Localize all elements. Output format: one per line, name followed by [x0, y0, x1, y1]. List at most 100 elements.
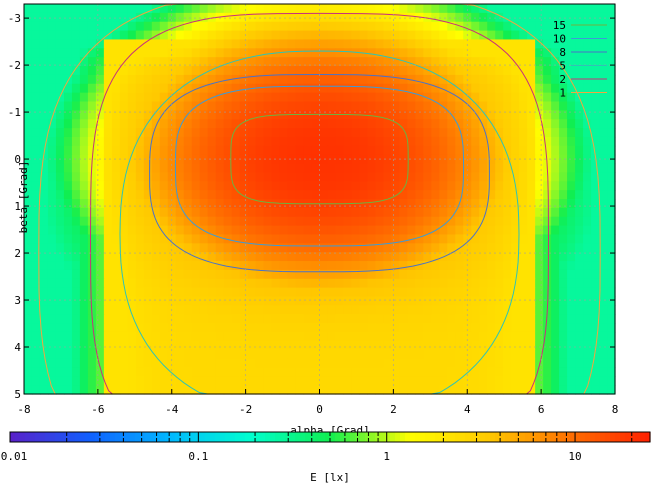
heatmap-cell — [31, 207, 41, 218]
heatmap-cell — [559, 30, 568, 41]
heatmap-cell — [303, 48, 313, 58]
heatmap-cell — [239, 181, 249, 191]
heatmap-cell — [447, 278, 456, 289]
heatmap-cell — [431, 207, 440, 218]
heatmap-cell — [463, 154, 472, 165]
heatmap-cell — [479, 199, 488, 209]
heatmap-cell — [95, 376, 105, 386]
heatmap-cell — [599, 287, 608, 298]
heatmap-cell — [535, 367, 544, 377]
heatmap-cell — [407, 92, 416, 103]
heatmap-cell — [439, 269, 448, 280]
heatmap-cell — [495, 305, 504, 315]
heatmap-cell — [375, 119, 384, 129]
heatmap-cell — [383, 190, 392, 200]
heatmap-cell — [271, 349, 281, 360]
heatmap-cell — [567, 296, 576, 306]
heatmap-cell — [551, 199, 560, 209]
heatmap-cell — [103, 278, 113, 289]
heatmap-cell — [431, 305, 440, 315]
heatmap-cell — [199, 119, 209, 129]
heatmap-cell — [599, 48, 608, 58]
heatmap-cell — [135, 110, 145, 120]
heatmap-cell — [527, 358, 536, 369]
colorbar-segment — [465, 432, 471, 442]
heatmap-cell — [359, 367, 369, 377]
heatmap-cell — [215, 225, 225, 236]
heatmap-cell — [143, 376, 153, 386]
heatmap-cell — [359, 349, 369, 360]
colorbar-segment — [210, 432, 216, 442]
heatmap-cell — [415, 101, 424, 111]
heatmap-cell — [399, 21, 408, 32]
heatmap-cell — [503, 358, 512, 369]
heatmap-cell — [295, 358, 305, 369]
heatmap-cell — [255, 278, 265, 289]
heatmap-cell — [87, 261, 97, 271]
heatmap-cell — [423, 128, 432, 138]
colorbar-segment — [165, 432, 171, 442]
heatmap-cell — [527, 385, 536, 395]
heatmap-cell — [591, 349, 600, 360]
heatmap-cell — [239, 234, 249, 244]
heatmap-cell — [263, 376, 273, 386]
heatmap-cell — [487, 128, 496, 138]
heatmap-cell — [143, 385, 153, 395]
heatmap-cell — [519, 278, 528, 289]
heatmap-cell — [215, 12, 225, 23]
heatmap-cell — [55, 358, 65, 369]
heatmap-cell — [359, 4, 369, 14]
heatmap-cell — [279, 243, 289, 253]
heatmap-cell — [607, 145, 616, 156]
heatmap-cell — [279, 278, 289, 289]
heatmap-cell — [543, 340, 552, 351]
heatmap-cell — [535, 128, 544, 138]
heatmap-cell — [479, 57, 488, 67]
heatmap-cell — [119, 101, 129, 111]
heatmap-cell — [607, 314, 616, 324]
heatmap-cell — [327, 4, 337, 14]
heatmap-cell — [39, 296, 49, 306]
heatmap-cell — [287, 4, 297, 14]
heatmap-cell — [399, 358, 408, 369]
heatmap-cell — [543, 136, 552, 147]
heatmap-cell — [335, 92, 345, 103]
heatmap-cell — [24, 269, 33, 280]
heatmap-cell — [215, 92, 225, 103]
heatmap-cell — [303, 172, 313, 182]
heatmap-cell — [359, 154, 369, 165]
heatmap-cell — [263, 367, 273, 377]
heatmap-cell — [47, 92, 57, 103]
heatmap-cell — [423, 385, 432, 395]
heatmap-cell — [415, 323, 424, 333]
heatmap-cell — [119, 74, 129, 85]
heatmap-cell — [599, 331, 608, 342]
heatmap-cell — [175, 367, 185, 377]
heatmap-cell — [591, 154, 600, 165]
heatmap-cell — [471, 136, 480, 147]
heatmap-cell — [279, 83, 289, 94]
heatmap-cell — [239, 48, 249, 58]
heatmap-cell — [207, 66, 217, 76]
heatmap-cell — [55, 181, 65, 191]
heatmap-cell — [151, 305, 161, 315]
y-tick-label: 5 — [14, 388, 21, 401]
heatmap-cell — [327, 305, 337, 315]
heatmap-cell — [375, 296, 384, 306]
heatmap-cell — [95, 83, 105, 94]
heatmap-cell — [103, 207, 113, 218]
heatmap-cell — [575, 48, 584, 58]
heatmap-cell — [111, 39, 121, 49]
heatmap-cell — [167, 12, 177, 23]
colorbar-segment — [605, 432, 611, 442]
heatmap-cell — [567, 39, 576, 49]
heatmap-cell — [103, 39, 113, 49]
heatmap-cell — [399, 331, 408, 342]
heatmap-cell — [399, 136, 408, 147]
heatmap-cell — [167, 358, 177, 369]
heatmap-cell — [359, 21, 369, 32]
heatmap-cell — [63, 190, 73, 200]
heatmap-cell — [263, 66, 273, 76]
heatmap-cell — [223, 340, 233, 351]
heatmap-cell — [135, 340, 145, 351]
